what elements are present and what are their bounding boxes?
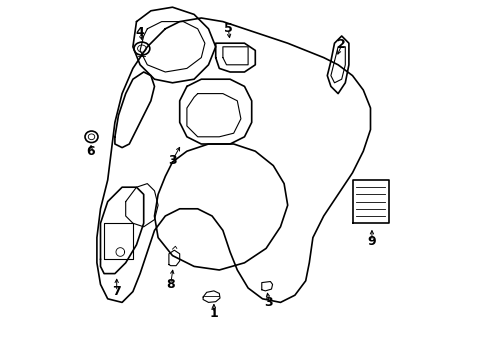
Text: 7: 7 — [112, 285, 121, 298]
Text: 6: 6 — [86, 145, 95, 158]
Text: 9: 9 — [367, 235, 375, 248]
Text: 4: 4 — [136, 26, 144, 39]
Text: 1: 1 — [209, 307, 218, 320]
Text: 5: 5 — [224, 22, 232, 35]
Text: 3: 3 — [264, 296, 273, 309]
Text: 3: 3 — [168, 154, 177, 167]
Text: 2: 2 — [337, 39, 346, 51]
Text: 8: 8 — [166, 278, 175, 291]
